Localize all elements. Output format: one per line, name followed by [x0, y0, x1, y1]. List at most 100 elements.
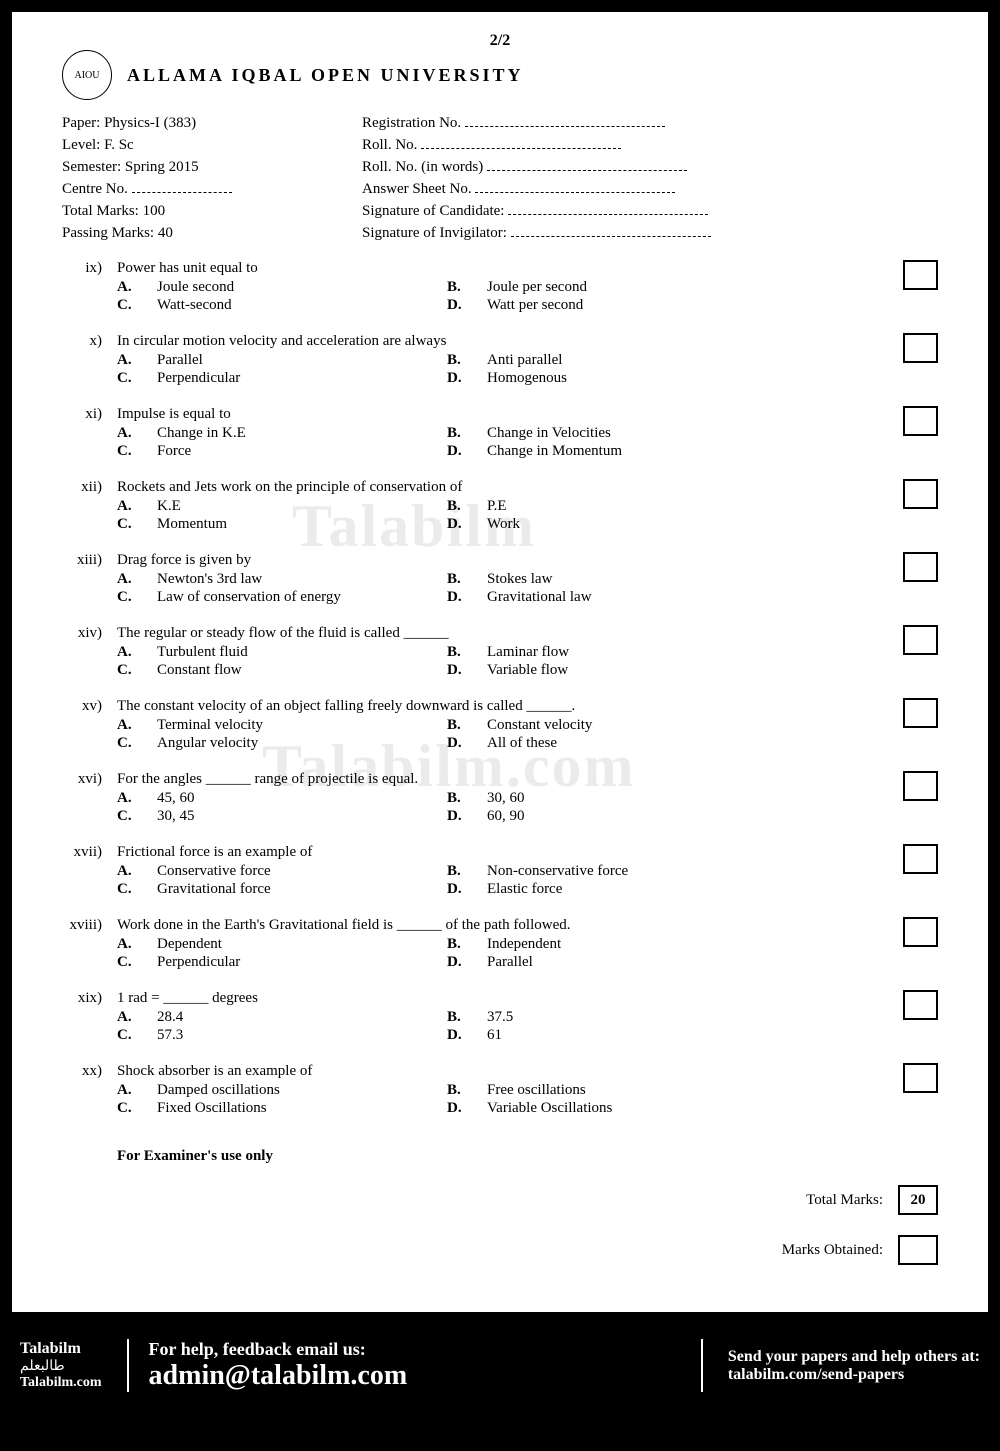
- option-label: A.: [117, 571, 157, 588]
- answer-box[interactable]: [903, 260, 938, 290]
- question-text: Impulse is equal to: [117, 406, 938, 423]
- reg-no-label: Registration No.: [362, 115, 461, 131]
- option-label: C.: [117, 443, 157, 460]
- option-label: D.: [447, 1027, 487, 1044]
- option-c: 30, 45: [157, 808, 195, 825]
- footer-site: Talabilm.com: [20, 1375, 102, 1391]
- question: ix) Power has unit equal to A.Joule seco…: [62, 260, 938, 315]
- option-a: K.E: [157, 498, 181, 515]
- option-label: D.: [447, 808, 487, 825]
- roll-words-field[interactable]: [487, 159, 687, 171]
- question: xix) 1 rad = ______ degrees A.28.4 C.57.…: [62, 990, 938, 1045]
- option-label: C.: [117, 516, 157, 533]
- question-number: xiv): [62, 625, 117, 680]
- option-c: Perpendicular: [157, 370, 240, 387]
- answer-box[interactable]: [903, 917, 938, 947]
- option-a: Damped oscillations: [157, 1082, 280, 1099]
- option-label: A.: [117, 279, 157, 296]
- reg-no-field[interactable]: [465, 115, 665, 127]
- question-number: xii): [62, 479, 117, 534]
- option-label: A.: [117, 425, 157, 442]
- option-label: A.: [117, 790, 157, 807]
- option-b: Change in Velocities: [487, 425, 611, 442]
- option-a: 45, 60: [157, 790, 195, 807]
- centre-label: Centre No.: [62, 181, 132, 197]
- footer-branding: Talabilm طالبعلم Talabilm.com: [20, 1340, 102, 1391]
- question-number: xix): [62, 990, 117, 1045]
- answer-box[interactable]: [903, 990, 938, 1020]
- footer-send-line: Send your papers and help others at:: [728, 1348, 980, 1366]
- option-b: Independent: [487, 936, 561, 953]
- sig-invigilator-field[interactable]: [511, 225, 711, 237]
- option-label: D.: [447, 589, 487, 606]
- option-label: D.: [447, 735, 487, 752]
- answer-sheet-label: Answer Sheet No.: [362, 181, 472, 197]
- answer-box[interactable]: [903, 698, 938, 728]
- option-label: A.: [117, 717, 157, 734]
- option-b: 30, 60: [487, 790, 525, 807]
- option-label: A.: [117, 863, 157, 880]
- option-label: B.: [447, 571, 487, 588]
- answer-box[interactable]: [903, 844, 938, 874]
- marks-obtained-text: Marks Obtained:: [782, 1242, 883, 1259]
- option-label: A.: [117, 352, 157, 369]
- university-header: AIOU ALLAMA IQBAL OPEN UNIVERSITY: [62, 50, 938, 100]
- answer-box[interactable]: [903, 479, 938, 509]
- answer-box[interactable]: [903, 771, 938, 801]
- roll-no-label: Roll. No.: [362, 137, 417, 153]
- option-b: Anti parallel: [487, 352, 562, 369]
- total-marks-text: Total Marks:: [806, 1192, 883, 1209]
- option-a: Joule second: [157, 279, 234, 296]
- option-d: Variable Oscillations: [487, 1100, 612, 1117]
- footer-help-line: For help, feedback email us:: [149, 1339, 681, 1360]
- question-number: xv): [62, 698, 117, 753]
- answer-box[interactable]: [903, 625, 938, 655]
- question: xvii) Frictional force is an example of …: [62, 844, 938, 899]
- question-number: xx): [62, 1063, 117, 1118]
- option-c: Fixed Oscillations: [157, 1100, 267, 1117]
- option-b: P.E: [487, 498, 507, 515]
- question-number: xi): [62, 406, 117, 461]
- passing-marks-label: Passing Marks: 40: [62, 225, 362, 242]
- answer-box[interactable]: [903, 406, 938, 436]
- option-label: B.: [447, 352, 487, 369]
- question: x) In circular motion velocity and accel…: [62, 333, 938, 388]
- answer-box[interactable]: [903, 552, 938, 582]
- option-d: All of these: [487, 735, 557, 752]
- option-label: C.: [117, 1100, 157, 1117]
- option-label: A.: [117, 1082, 157, 1099]
- centre-field[interactable]: [132, 181, 232, 193]
- option-label: D.: [447, 297, 487, 314]
- marks-obtained-box[interactable]: [898, 1235, 938, 1265]
- question-text: Power has unit equal to: [117, 260, 938, 277]
- option-label: B.: [447, 863, 487, 880]
- total-marks-box: 20: [898, 1185, 938, 1215]
- option-label: B.: [447, 425, 487, 442]
- question: xx) Shock absorber is an example of A.Da…: [62, 1063, 938, 1118]
- roll-no-field[interactable]: [421, 137, 621, 149]
- option-a: Dependent: [157, 936, 222, 953]
- sig-candidate-label: Signature of Candidate:: [362, 203, 504, 219]
- option-label: B.: [447, 1009, 487, 1026]
- answer-box[interactable]: [903, 1063, 938, 1093]
- footer-email: admin@talabilm.com: [149, 1360, 681, 1392]
- question-number: xvii): [62, 844, 117, 899]
- option-a: Terminal velocity: [157, 717, 263, 734]
- option-c: Law of conservation of energy: [157, 589, 341, 606]
- question-text: Drag force is given by: [117, 552, 938, 569]
- footer-urdu: طالبعلم: [20, 1358, 102, 1375]
- question-number: xiii): [62, 552, 117, 607]
- option-label: C.: [117, 662, 157, 679]
- option-c: Watt-second: [157, 297, 232, 314]
- option-c: Constant flow: [157, 662, 242, 679]
- option-label: D.: [447, 370, 487, 387]
- answer-box[interactable]: [903, 333, 938, 363]
- option-d: Change in Momentum: [487, 443, 622, 460]
- option-b: Non-conservative force: [487, 863, 628, 880]
- exam-page: 2/2 AIOU ALLAMA IQBAL OPEN UNIVERSITY Pa…: [12, 12, 988, 1312]
- footer-brand: Talabilm: [20, 1340, 102, 1358]
- option-d: Parallel: [487, 954, 533, 971]
- answer-sheet-field[interactable]: [475, 181, 675, 193]
- option-b: Stokes law: [487, 571, 552, 588]
- sig-candidate-field[interactable]: [508, 203, 708, 215]
